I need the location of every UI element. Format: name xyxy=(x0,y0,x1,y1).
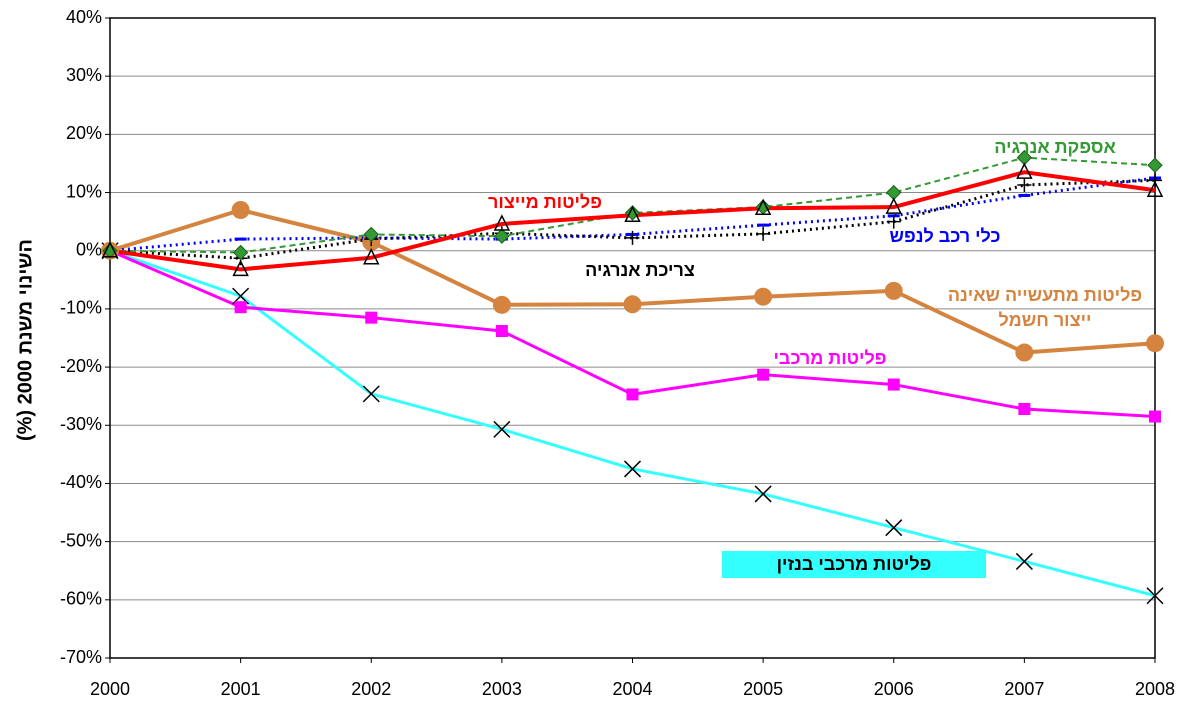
series-label: פליטות מתעשייה שאינה ייצור חשמל xyxy=(947,285,1143,330)
marker xyxy=(1146,587,1164,605)
marker xyxy=(494,228,510,244)
marker xyxy=(1146,334,1164,353)
x-tick-label: 2003 xyxy=(482,679,522,699)
y-tick-label: 40% xyxy=(66,7,102,27)
marker xyxy=(884,281,903,300)
marker xyxy=(624,205,641,221)
marker xyxy=(1018,402,1031,415)
marker xyxy=(885,519,903,537)
series-line xyxy=(109,178,1156,260)
marker xyxy=(756,226,771,241)
y-tick-label: -30% xyxy=(60,414,102,434)
marker xyxy=(492,295,511,314)
series-label: אספקת אנרגיה xyxy=(994,137,1116,157)
marker xyxy=(1149,410,1161,423)
marker xyxy=(755,199,771,215)
x-tick-label: 2000 xyxy=(90,679,130,699)
marker xyxy=(1016,162,1033,179)
y-tick-label: 10% xyxy=(66,181,102,201)
marker xyxy=(1015,552,1033,570)
y-tick-label: -70% xyxy=(60,647,102,667)
x-tick-label: 2006 xyxy=(874,679,914,699)
marker xyxy=(232,259,249,277)
marker xyxy=(754,485,772,503)
marker xyxy=(493,420,511,438)
x-tick-label: 2001 xyxy=(221,679,261,699)
y-tick-label: 30% xyxy=(66,65,102,85)
y-axis-title: השינוי משנת 2000 (%) xyxy=(14,239,36,441)
series-label: פליטות מרכבי xyxy=(773,348,887,368)
marker xyxy=(1017,177,1032,192)
marker xyxy=(231,201,250,219)
marker xyxy=(365,311,378,324)
y-tick-label: 20% xyxy=(66,123,102,143)
y-tick-label: -20% xyxy=(60,356,102,376)
x-tick-label: 2008 xyxy=(1135,679,1175,699)
marker xyxy=(101,241,119,258)
y-tick-label: -40% xyxy=(60,472,102,492)
x-tick-label: 2005 xyxy=(743,679,783,699)
marker xyxy=(234,301,247,314)
marker xyxy=(885,197,902,214)
marker xyxy=(757,368,770,381)
marker xyxy=(754,198,772,216)
marker xyxy=(102,243,118,259)
marker xyxy=(623,295,642,314)
series-label: כלי רכב לנפש xyxy=(889,226,1001,246)
marker xyxy=(626,388,639,401)
marker xyxy=(624,205,641,222)
marker xyxy=(363,226,379,243)
marker xyxy=(363,248,380,265)
marker xyxy=(886,214,901,229)
y-tick-label: -60% xyxy=(60,589,102,609)
marker xyxy=(754,287,773,306)
x-tick-label: 2004 xyxy=(612,679,652,699)
marker xyxy=(625,230,640,245)
series-label: פליטות מייצור xyxy=(488,192,602,212)
x-tick-label: 2007 xyxy=(1004,679,1044,699)
marker xyxy=(887,378,900,391)
x-tick-label: 2002 xyxy=(351,679,391,699)
marker xyxy=(623,460,642,478)
y-tick-label: -10% xyxy=(60,298,102,318)
y-tick-label: -50% xyxy=(60,530,102,550)
marker xyxy=(1147,157,1163,173)
marker xyxy=(1148,173,1162,188)
y-tick-label: 0% xyxy=(76,239,102,259)
series-label: פליטות מרכבי בנזין xyxy=(722,551,986,578)
marker xyxy=(493,214,511,231)
marker xyxy=(362,385,380,403)
series-label: צריכת אנרגיה xyxy=(585,260,695,280)
marker xyxy=(1146,180,1164,197)
marker xyxy=(1015,343,1034,362)
marker xyxy=(495,325,508,338)
marker xyxy=(232,244,249,261)
